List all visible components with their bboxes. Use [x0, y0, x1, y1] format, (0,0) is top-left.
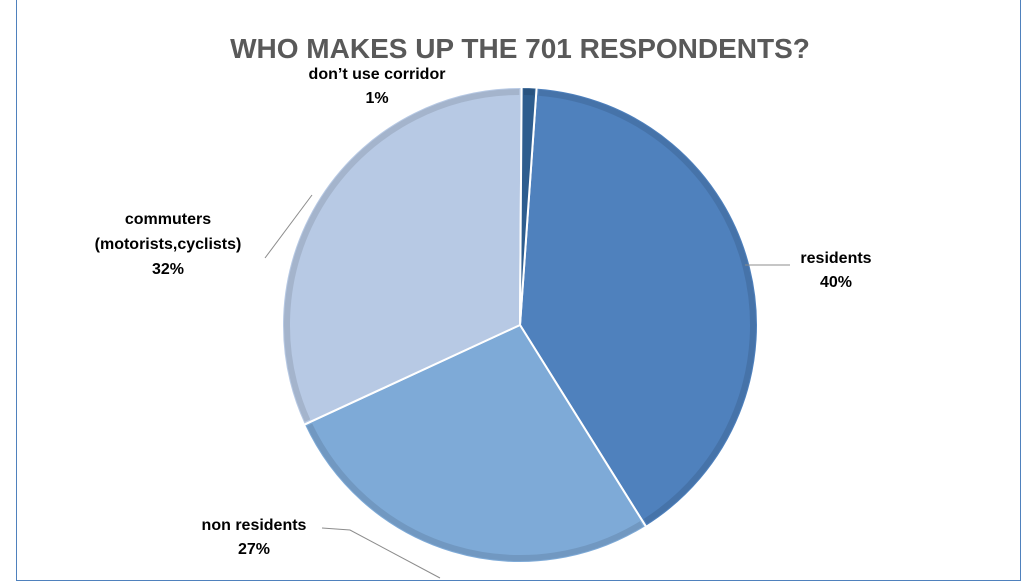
data-label-commuters-sub: (motorists,cyclists)	[95, 236, 242, 253]
pie-slice-dont-use-corridor	[519, 85, 538, 326]
data-label-commuters-name: commuters	[125, 211, 211, 228]
data-labels: residents 40% non residents 27% commuter…	[95, 66, 872, 558]
data-label-dont-use-name: don’t use corridor	[309, 66, 446, 83]
leader-line-non-residents	[321, 527, 441, 579]
data-label-commuters-pct: 32%	[152, 261, 184, 278]
pie-slice-non-residents	[302, 323, 648, 564]
chart-title: WHO MAKES UP THE 701 RESPONDENTS?	[230, 33, 810, 64]
leader-lines	[264, 194, 790, 579]
data-label-non-residents-name: non residents	[202, 517, 307, 534]
pie-slice-bevel-residents	[538, 89, 756, 524]
data-label-non-residents-pct: 27%	[238, 541, 270, 558]
pie-slice-bevel-non-residents	[306, 423, 644, 561]
pie-slice-bevel-commuters	[284, 89, 520, 422]
pie-slice-residents	[518, 86, 759, 529]
data-label-residents-pct: 40%	[820, 274, 852, 291]
leader-line-commuters	[264, 194, 313, 259]
data-label-dont-use-pct: 1%	[365, 90, 388, 107]
pie-slice-commuters	[281, 86, 523, 427]
pie-slices	[281, 85, 759, 564]
data-label-residents-name: residents	[800, 250, 871, 267]
